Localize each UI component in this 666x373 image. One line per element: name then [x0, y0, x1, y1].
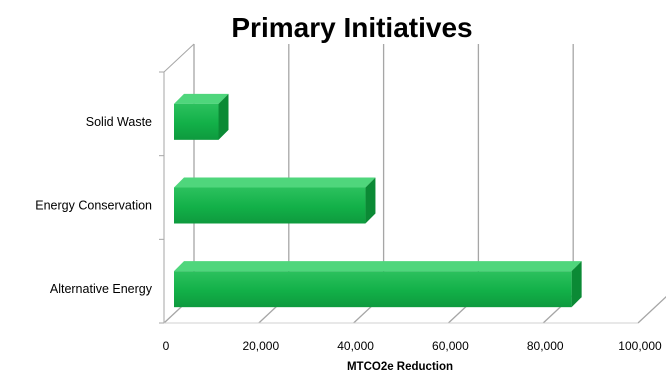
- bar-top-face: [174, 177, 376, 188]
- bar-side-face: [571, 261, 582, 308]
- bar-front-face: [174, 103, 219, 140]
- left-wall-top-edge: [163, 43, 195, 73]
- chart-title: Primary Initiatives: [231, 12, 472, 43]
- bar-front-face: [174, 271, 572, 308]
- bar: [174, 93, 229, 140]
- bar: [174, 261, 582, 308]
- x-tick-label: 20,000: [242, 339, 279, 353]
- floor-gridline: [637, 295, 666, 324]
- category-label: Alternative Energy: [50, 282, 153, 296]
- bar-front-face: [174, 187, 366, 224]
- category-label: Energy Conservation: [35, 199, 152, 213]
- x-tick-labels: 0 20,000 40,000 60,000 80,000 100,000: [163, 339, 662, 353]
- bar-side-face: [218, 93, 229, 140]
- category-label: Solid Waste: [86, 115, 152, 129]
- bar-top-face: [174, 261, 582, 272]
- bar-side-face: [365, 177, 376, 224]
- x-tick-label: 60,000: [432, 339, 469, 353]
- x-tick-label: 100,000: [618, 339, 662, 353]
- x-axis-title: MTCO2e Reduction: [347, 361, 453, 373]
- category-labels: Solid Waste Energy Conservation Alternativ…: [35, 115, 152, 296]
- x-tick-label: 40,000: [337, 339, 374, 353]
- bar: [174, 177, 376, 224]
- x-tick-label: 80,000: [527, 339, 564, 353]
- bar-top-face: [174, 93, 229, 104]
- x-tick-label: 0: [163, 339, 170, 353]
- bars: [174, 93, 582, 308]
- chart-grid: [159, 43, 666, 324]
